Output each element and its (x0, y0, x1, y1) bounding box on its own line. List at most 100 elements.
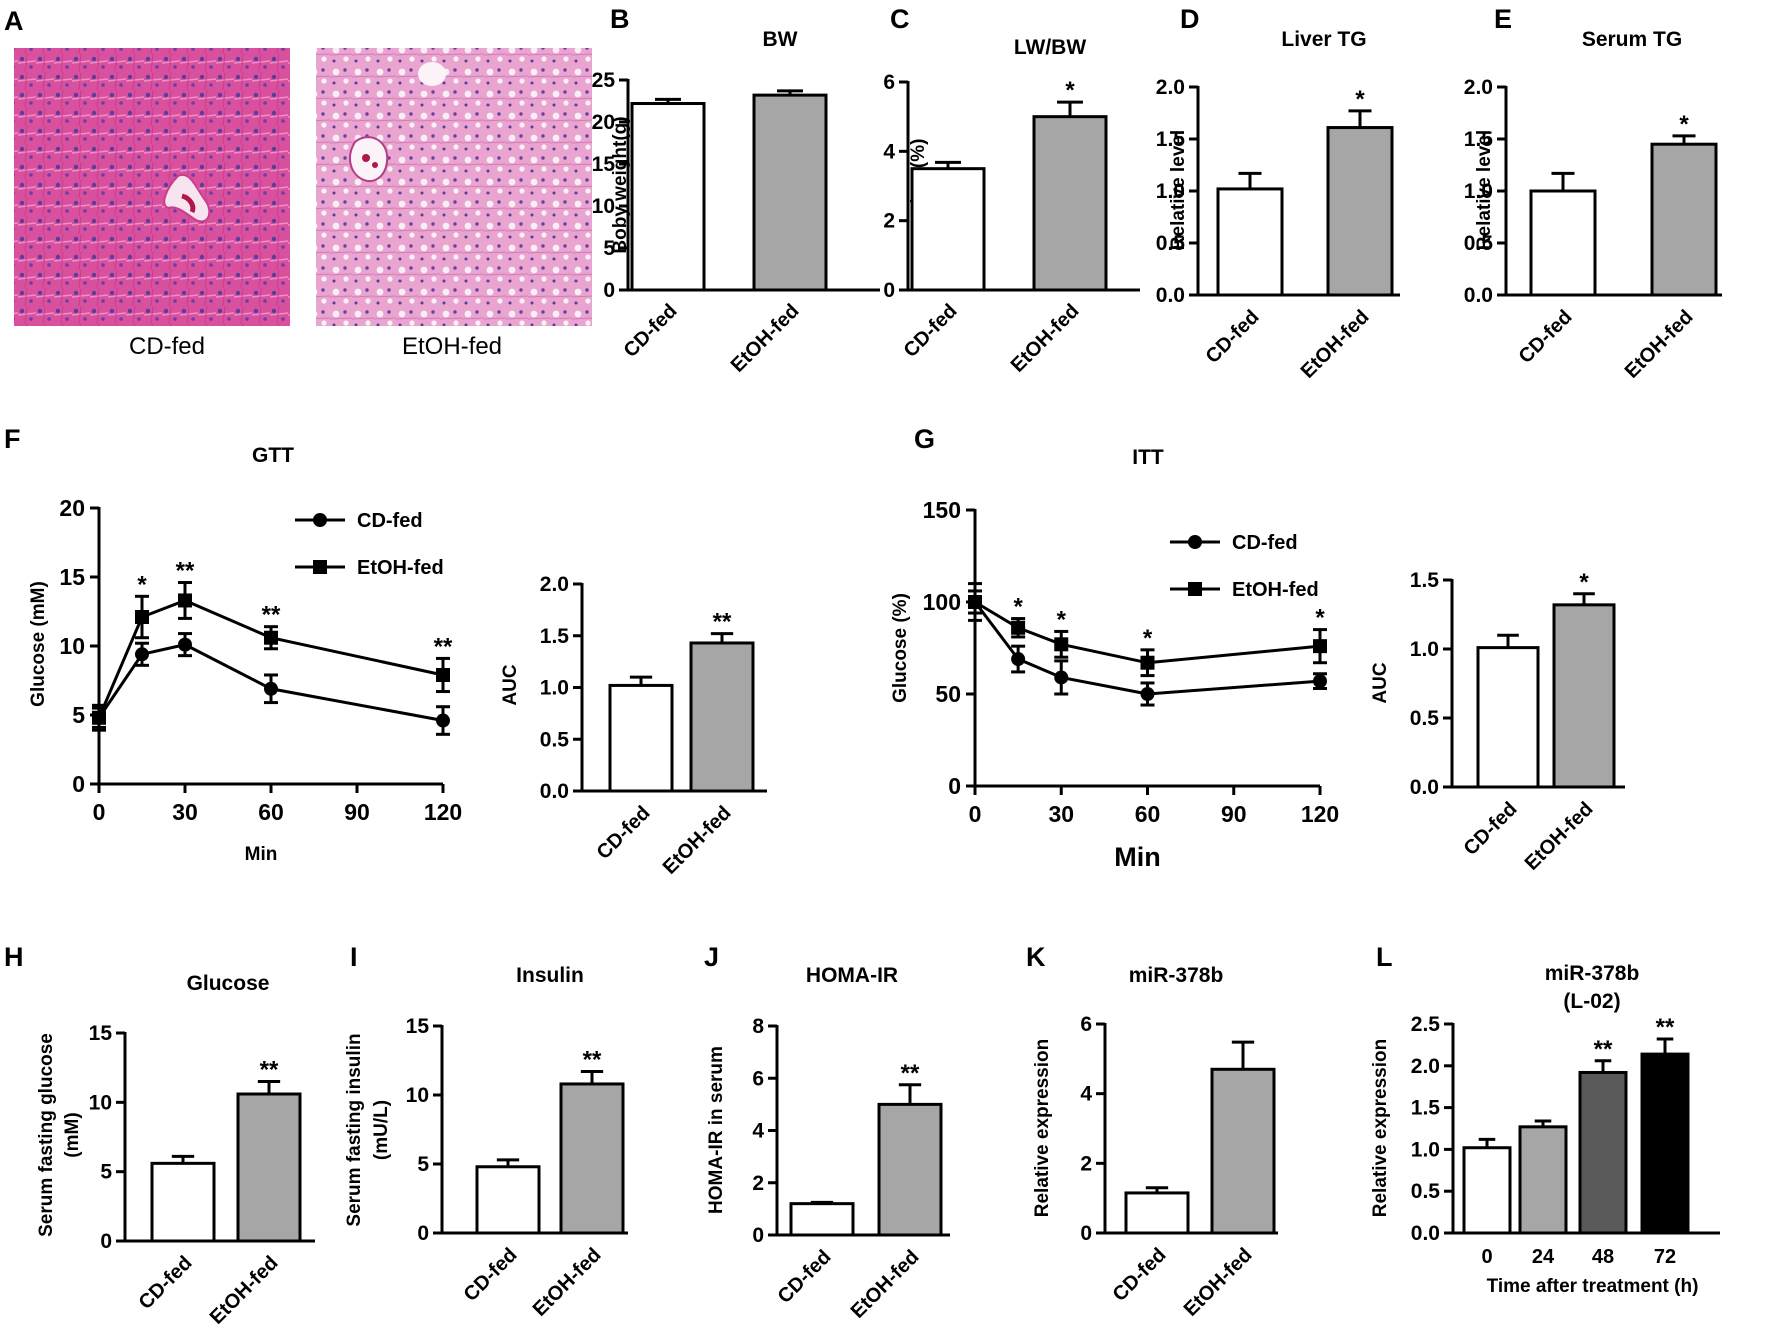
y-tick-label: 0 (1080, 1222, 1092, 1245)
y-tick-label: 1.0 (1411, 1138, 1440, 1161)
significance-star: * (1315, 605, 1325, 632)
data-point-cd-fed (178, 637, 192, 652)
bar-etoh-fed (1552, 603, 1616, 789)
y-tick-label: 150 (923, 497, 961, 523)
panel-letter-c: C (890, 4, 910, 34)
bar-cd-fed (1476, 646, 1540, 789)
legend-marker-square (313, 560, 327, 574)
legend-label: CD-fed (357, 510, 423, 532)
y-tick-label: 0 (72, 771, 85, 797)
y-axis-label: AUC (500, 664, 521, 705)
y-tick-label: 6 (752, 1067, 764, 1090)
x-category-label: CD-fed (1109, 1244, 1171, 1306)
panel-letter-k: K (1026, 942, 1046, 972)
y-tick-label: 1.0 (540, 677, 569, 700)
y-tick-label: 0.0 (1410, 776, 1439, 799)
data-point-etoh-fed (436, 667, 450, 682)
chart-title: miR-378b (1129, 964, 1224, 987)
y-axis-label: Serum fasting glucose (36, 1033, 57, 1237)
chart-title: HOMA-IR (806, 964, 898, 987)
x-category-label: EtOH-fed (1180, 1244, 1257, 1321)
panel-letter-a: A (4, 6, 24, 36)
significance-star: ** (583, 1047, 602, 1074)
y-tick-label: 5 (72, 702, 85, 728)
bar-cd-fed (1529, 189, 1597, 297)
significance-star: * (1143, 625, 1153, 652)
x-category-label: EtOH-fed (1007, 300, 1084, 377)
x-tick-label: 120 (1301, 801, 1339, 827)
chart-title: LW/BW (1014, 36, 1086, 59)
y-axis-label: Boby weight(g) (610, 116, 631, 253)
x-category-label: CD-fed (620, 300, 682, 362)
y-tick-label: 0.5 (1464, 232, 1494, 255)
x-category-label: EtOH-fed (659, 802, 736, 879)
x-axis-label: Time after treatment (h) (1487, 1276, 1699, 1297)
y-tick-label: 4 (752, 1120, 764, 1143)
x-category-label: CD-fed (1515, 306, 1577, 368)
y-tick-label: 0 (752, 1224, 764, 1247)
y-tick-label: 1.5 (1411, 1097, 1441, 1120)
chart-title: Glucose (187, 972, 270, 995)
y-tick-label: 1.5 (1464, 128, 1494, 151)
chart-title: Insulin (516, 964, 584, 987)
bar-etoh-fed (1032, 115, 1108, 292)
y-tick-label: 10 (592, 195, 615, 218)
panel-letter-h: H (4, 942, 24, 972)
x-tick-label: 30 (172, 799, 198, 825)
data-point-cd-fed (264, 681, 278, 696)
legend-label: EtOH-fed (357, 557, 444, 579)
y-tick-label: 8 (752, 1015, 764, 1038)
bar-0 (1462, 1146, 1512, 1235)
x-category-label: 0 (1481, 1246, 1492, 1268)
panel-letter-g: G (914, 424, 935, 454)
y-tick-label: 0.0 (1464, 284, 1493, 307)
y-tick-label: 0.0 (540, 780, 569, 803)
y-axis-label: Relative level (1474, 130, 1495, 250)
data-point-cd-fed (1313, 674, 1327, 689)
significance-star: ** (713, 609, 732, 636)
bar-etoh-fed (1210, 1067, 1276, 1235)
panel-a-histology: A CD-fed EtOH-fed (4, 6, 592, 360)
y-axis-label-unit: (mM) (62, 1112, 83, 1157)
significance-star: * (1065, 77, 1075, 104)
data-point-etoh-fed (1140, 655, 1155, 670)
x-category-label: CD-fed (900, 300, 962, 362)
y-tick-label: 1.5 (1156, 128, 1186, 151)
significance-star: * (1679, 111, 1689, 138)
y-tick-label: 20 (59, 495, 85, 521)
y-tick-label: 15 (592, 153, 616, 176)
data-point-etoh-fed (1313, 639, 1327, 654)
significance-star: * (1057, 606, 1067, 633)
chart-title: miR-378b (1545, 962, 1640, 985)
panel-f2: 0.0 0.5 1.0 1.5 2.0 AUC CD-fed ** EtOH-fed (500, 573, 767, 879)
x-tick-label: 90 (344, 799, 370, 825)
y-tick-label: 0 (883, 279, 895, 302)
bar-etoh-fed (1326, 126, 1394, 297)
legend-marker-circle (1188, 535, 1202, 549)
x-category-label: CD-fed (774, 1246, 836, 1308)
y-tick-label: 0.5 (1156, 232, 1186, 255)
y-tick-label: 0.0 (1411, 1222, 1440, 1245)
bar-etoh-fed (559, 1082, 625, 1235)
significance-star: * (1579, 569, 1589, 596)
y-tick-label: 1.5 (540, 625, 570, 648)
x-category-label: EtOH-fed (1621, 306, 1698, 383)
y-tick-label: 2.0 (540, 573, 569, 596)
x-category-label: CD-fed (1460, 798, 1522, 860)
y-tick-label: 15 (406, 1015, 430, 1038)
bar-cd-fed (630, 102, 706, 292)
y-axis-label: HOMA-IR in serum (706, 1046, 727, 1214)
significance-star: ** (262, 602, 281, 629)
data-point-etoh-fed (178, 593, 192, 608)
y-tick-label: 1.0 (1464, 180, 1493, 203)
x-tick-label: 60 (258, 799, 284, 825)
significance-star: ** (1594, 1036, 1613, 1063)
y-tick-label: 10 (89, 1091, 112, 1114)
y-tick-label: 50 (935, 681, 961, 707)
caption-cd-fed: CD-fed (129, 333, 205, 360)
data-point-cd-fed (1011, 652, 1026, 667)
panel-letter-j: J (704, 942, 719, 972)
